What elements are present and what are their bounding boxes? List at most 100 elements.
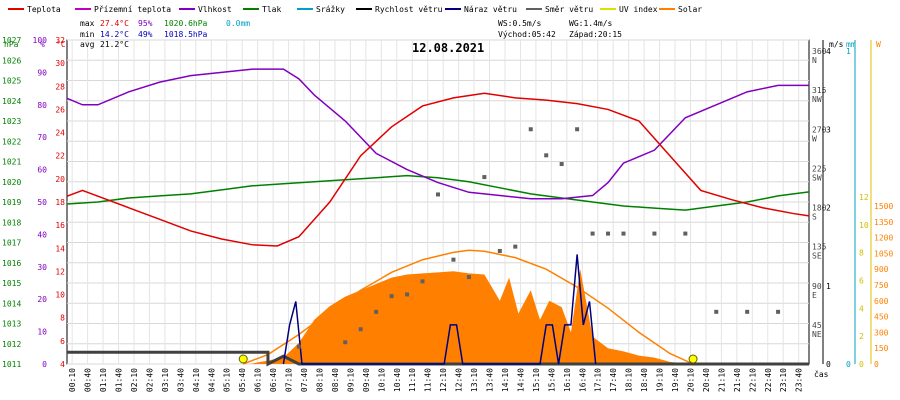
- axis-x-tick: 08:10: [315, 368, 324, 392]
- axis-dir-tick: 315: [812, 86, 827, 95]
- axis-rain-tick: 1: [846, 47, 851, 56]
- axis-dir-label: NW: [812, 95, 822, 104]
- wind-dir-point: [776, 309, 781, 314]
- axis-x-tick: 14:10: [501, 368, 510, 392]
- axis-hpa-tick: 1022: [2, 137, 21, 146]
- axis-x-tick: 07:10: [285, 368, 294, 392]
- axis-temp-tick: 20: [55, 175, 65, 184]
- axis-uv-tick: 0: [859, 360, 864, 369]
- wind-dir-point: [343, 340, 348, 345]
- axis-hpa-tick: 1027: [2, 36, 21, 45]
- axis-x-tick: 16:40: [578, 368, 587, 392]
- axis-solar-tick: 600: [874, 297, 889, 306]
- axis-x-tick: 19:40: [671, 368, 680, 392]
- axis-solar-tick: 1500: [874, 202, 893, 211]
- legend-label: UV index: [619, 5, 658, 14]
- axis-wind-tick: 3: [826, 125, 831, 134]
- axis-temp-tick: 14: [55, 244, 65, 253]
- axis-pct-tick: 70: [37, 133, 47, 142]
- legend-label: Přízemní teplota: [94, 5, 171, 14]
- axis-uv-tick: 12: [859, 193, 869, 202]
- axis-dir-tick: 270: [812, 125, 827, 134]
- axis-temp-tick: 32: [55, 36, 65, 45]
- wind-dir-point: [652, 231, 657, 236]
- stat-max-rain: 0.0mm: [226, 19, 250, 28]
- axis-hpa-tick: 1017: [2, 239, 21, 248]
- axis-uv-tick: 8: [859, 249, 864, 258]
- axis-hpa-tick: 1023: [2, 117, 21, 126]
- legend-label: Směr větru: [545, 5, 593, 14]
- axis-temp-unit: °C: [56, 40, 66, 49]
- axis-uv-tick: 10: [859, 221, 869, 230]
- axis-temp-tick: 12: [55, 267, 65, 276]
- axis-uv-tick: 2: [859, 332, 864, 341]
- axis-x-tick: 11:40: [424, 368, 433, 392]
- wind-dir-point: [559, 162, 564, 167]
- axis-solar-tick: 150: [874, 344, 889, 353]
- humidity-line: [66, 68, 809, 200]
- legend-label: Vlhkost: [198, 5, 232, 14]
- axis-x-label: čas: [814, 369, 829, 379]
- axis-x-tick: 13:10: [470, 368, 479, 392]
- pressure-line: [66, 174, 810, 211]
- axis-uv-tick: 4: [859, 304, 864, 313]
- axis-x-tick: 13:40: [486, 368, 495, 392]
- axis-x-tick: 04:10: [192, 368, 201, 392]
- axis-x-tick: 02:40: [145, 368, 154, 392]
- stat-max-hum: 95%: [138, 19, 153, 28]
- axis-x-tick: 22:40: [764, 368, 773, 392]
- axis-dir-tick: 180: [812, 204, 827, 213]
- axis-wind-tick: 1: [826, 282, 831, 291]
- wind-dir-point: [544, 153, 549, 158]
- axis-x-tick: 14:40: [516, 368, 525, 392]
- axis-hpa-tick: 1011: [2, 360, 21, 369]
- axis-x-tick: 10:40: [393, 368, 402, 392]
- axis-wind-tick: 0: [826, 360, 831, 369]
- axis-solar-tick: 1350: [874, 218, 893, 227]
- axis-pct-tick: 80: [37, 101, 47, 110]
- axis-x-tick: 03:40: [176, 368, 185, 392]
- axis-solar-tick: 300: [874, 328, 889, 337]
- wind-dir-point: [389, 294, 394, 299]
- axis-x-tick: 05:10: [223, 368, 232, 392]
- axis-x-tick: 01:40: [115, 368, 124, 392]
- axis-hpa-tick: 1021: [2, 158, 21, 167]
- axis-wind-tick: 4: [826, 47, 831, 56]
- wind-dir-point: [497, 248, 502, 253]
- axis-dir-label: NE: [812, 330, 822, 339]
- axis-x-tick: 05:40: [238, 368, 247, 392]
- axis-hpa-tick: 1014: [2, 299, 21, 308]
- axis-hpa-tick: 1024: [2, 97, 21, 106]
- axis-solar-unit: W: [876, 40, 881, 49]
- solar-clear-sky-line: [242, 249, 694, 365]
- axis-pct-tick: 90: [37, 68, 47, 77]
- axis-x-tick: 17:10: [594, 368, 603, 392]
- axis-solar-tick: 0: [874, 360, 879, 369]
- axis-x-tick: 20:40: [702, 368, 711, 392]
- axis-x-tick: 10:10: [377, 368, 386, 392]
- axis-x-tick: 15:10: [532, 368, 541, 392]
- wind-dir-point: [405, 292, 410, 297]
- wind-dir-point: [358, 327, 363, 332]
- solar-area: [249, 269, 689, 364]
- axis-pct-tick: 60: [37, 166, 47, 175]
- legend-label: Teplota: [27, 5, 61, 14]
- axis-temp-tick: 16: [55, 221, 65, 230]
- axis-dir-label: S: [812, 213, 817, 222]
- stat-avg-label: avg: [80, 40, 95, 49]
- axis-temp-tick: 18: [55, 198, 65, 207]
- legend-label: Náraz větru: [464, 5, 517, 14]
- wind-dir-point: [482, 175, 487, 180]
- axis-x-tick: 02:10: [130, 368, 139, 392]
- axis-hpa-tick: 1019: [2, 198, 21, 207]
- axis-x-tick: 09:40: [362, 368, 371, 392]
- lines-layer: [66, 68, 810, 367]
- axis-temp-tick: 26: [55, 105, 65, 114]
- wind-dir-point: [374, 309, 379, 314]
- grid: [67, 39, 809, 365]
- sunset-marker: [688, 354, 698, 364]
- axis-temp-tick: 6: [60, 337, 65, 346]
- axis-wind-unit: m/s: [829, 40, 844, 49]
- axis-x-tick: 20:10: [686, 368, 695, 392]
- axis-x-tick: 15:40: [547, 368, 556, 392]
